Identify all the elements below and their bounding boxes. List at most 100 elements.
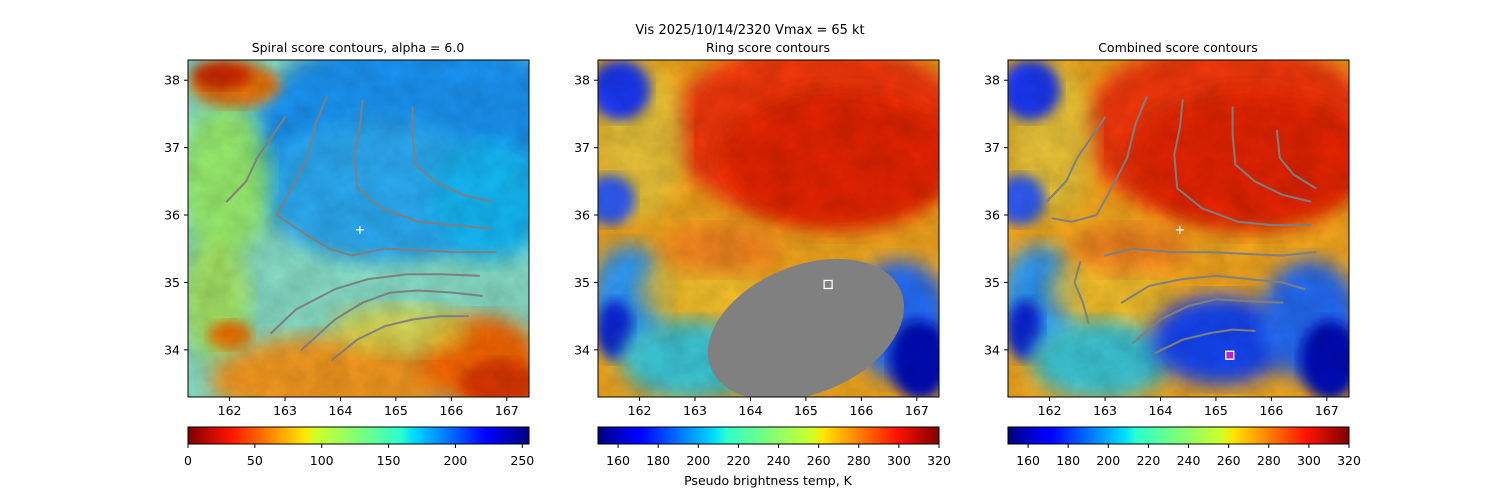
spiral-colorbar-tick-label: 150 [377, 453, 401, 468]
combined-markers [1175, 225, 1235, 360]
combined-contour-line [1131, 298, 1284, 345]
ring-colorbar-tick-label: 280 [847, 453, 871, 468]
spiral-xtick-label: 166 [439, 403, 463, 418]
spiral-contour-line [270, 273, 481, 334]
ring-colorbar-tick-label: 300 [887, 453, 911, 468]
combined-ytick-label: 37 [984, 140, 1000, 155]
panel-combined: Combined score contours 162 163 164 165 166 1… [984, 40, 1350, 418]
panel-spiral-frame [187, 59, 530, 398]
combined-colorbar-tick-label: 320 [1337, 453, 1361, 468]
spiral-center-marker [355, 225, 364, 234]
panel-ring-title: Ring score contours [706, 40, 830, 55]
ring-xtick-label: 164 [739, 403, 763, 418]
ring-xtick-label: 163 [683, 403, 707, 418]
panel-ring: Ring score contours 162 163 164 165 166 167 34… [574, 40, 940, 418]
panel-combined-image [1008, 60, 1349, 397]
ring-center-marker [823, 279, 833, 290]
combined-ytick-label: 36 [984, 208, 1000, 223]
combined-ytick-label: 35 [984, 275, 1000, 290]
ring-ytick-label: 35 [574, 275, 590, 290]
colorbar-ring-gradient [598, 427, 939, 444]
spiral-contour-line [275, 96, 353, 257]
figure-suptitle: Vis 2025/10/14/2320 Vmax = 65 kt [635, 23, 865, 38]
colorbar-ring: 160 180 200 220 240 260 280 300 320 Pseudo brigh… [597, 426, 951, 488]
ring-colorbar-tick-label: 220 [726, 453, 750, 468]
spiral-ytick-label: 35 [164, 275, 180, 290]
combined-center-marker [1225, 350, 1235, 360]
ring-ytick-label: 34 [574, 342, 590, 357]
ring-masked-region [707, 258, 905, 397]
combined-colorbar-tick-label: 220 [1136, 453, 1160, 468]
panel-combined-axes: 162 163 164 165 166 167 34 35 36 37 38 [984, 73, 1339, 418]
spiral-ytick-label: 36 [164, 208, 180, 223]
spiral-contour-line [350, 247, 497, 257]
spiral-contour-line [411, 106, 492, 203]
combined-colorbar-tick-label: 260 [1217, 453, 1241, 468]
spiral-ytick-label: 37 [164, 140, 180, 155]
combined-contour-line [1153, 328, 1256, 355]
combined-contour-line [1275, 129, 1317, 190]
panel-spiral-title: Spiral score contours, alpha = 6.0 [252, 40, 465, 55]
colorbar-combined-gradient [1008, 427, 1349, 444]
ring-colorbar-tick-label: 160 [606, 453, 630, 468]
spiral-colorbar-tick-label: 200 [444, 453, 468, 468]
combined-contour-line [1045, 116, 1106, 203]
combined-xtick-label: 165 [1204, 403, 1228, 418]
panel-spiral-image [188, 60, 529, 397]
ring-ytick-label: 38 [574, 73, 590, 88]
ring-xtick-label: 166 [849, 403, 873, 418]
ring-colorbar-tick-label: 200 [686, 453, 710, 468]
panel-combined-frame [1007, 59, 1350, 398]
combined-xtick-label: 164 [1149, 403, 1173, 418]
spiral-contours [225, 96, 497, 361]
combined-contour-line [1104, 247, 1317, 257]
spiral-contour-line [353, 99, 492, 230]
combined-ytick-label: 38 [984, 73, 1000, 88]
combined-contour-line [1051, 96, 1148, 223]
panel-ring-axes: 162 163 164 165 166 167 34 35 36 37 38 [574, 73, 929, 418]
combined-colorbar-tick-label: 200 [1096, 453, 1120, 468]
ring-colorbar-tick-label: 320 [927, 453, 951, 468]
panel-ring-frame [597, 59, 940, 398]
combined-xtick-label: 167 [1315, 403, 1339, 418]
spiral-colorbar-tick-label: 50 [247, 453, 263, 468]
panel-ring-image [598, 60, 939, 397]
spiral-markers [355, 225, 364, 234]
combined-colorbar-tick-label: 240 [1177, 453, 1201, 468]
combined-xtick-label: 166 [1259, 403, 1283, 418]
ring-masked-ellipse [707, 258, 905, 397]
spiral-ytick-label: 38 [164, 73, 180, 88]
combined-colorbar-tick-label: 280 [1257, 453, 1281, 468]
spiral-xtick-label: 167 [495, 403, 519, 418]
spiral-xtick-label: 162 [218, 403, 242, 418]
spiral-xtick-label: 163 [273, 403, 297, 418]
ring-xtick-label: 167 [905, 403, 929, 418]
combined-contour-line [1173, 99, 1312, 227]
combined-center-marker [1175, 225, 1184, 234]
ring-colorbar-tick-label: 260 [807, 453, 831, 468]
spiral-contour-line [225, 116, 286, 203]
combined-contour-line [1073, 261, 1090, 324]
combined-colorbar-tick-label: 300 [1297, 453, 1321, 468]
spiral-ytick-label: 34 [164, 342, 180, 357]
spiral-xtick-label: 164 [329, 403, 353, 418]
panel-spiral: Spiral score contours, alpha = 6.0 [164, 40, 530, 418]
ring-colorbar-tick-label: 240 [767, 453, 791, 468]
spiral-contour-line [331, 315, 469, 361]
spiral-colorbar-tick-label: 100 [310, 453, 334, 468]
spiral-contour-line [300, 289, 483, 351]
colorbar-ring-label: Pseudo brightness temp, K [684, 473, 853, 488]
colorbar-spiral: 0 50 100 150 200 250 [184, 426, 534, 468]
combined-contour-line [1231, 106, 1312, 203]
spiral-xtick-label: 165 [384, 403, 408, 418]
ring-xtick-label: 162 [628, 403, 652, 418]
combined-ytick-label: 34 [984, 342, 1000, 357]
colorbar-combined: 160 180 200 220 240 260 280 300 320 [1007, 426, 1361, 468]
colorbar-spiral-gradient [188, 427, 529, 444]
ring-xtick-label: 165 [794, 403, 818, 418]
combined-xtick-label: 162 [1038, 403, 1062, 418]
combined-xtick-label: 163 [1093, 403, 1117, 418]
panel-combined-title: Combined score contours [1098, 40, 1258, 55]
ring-colorbar-tick-label: 180 [646, 453, 670, 468]
